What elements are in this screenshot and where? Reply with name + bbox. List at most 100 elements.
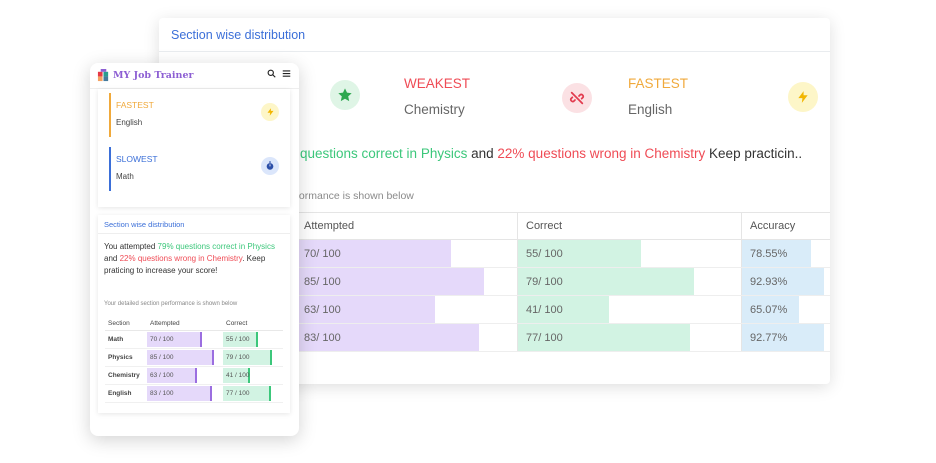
- progress-marker: [194, 368, 197, 383]
- mobile-slowest-value: Math: [116, 172, 134, 181]
- progress-marker: [210, 386, 213, 401]
- progress-marker: [256, 332, 258, 347]
- table-row: Chemistry 63 / 100 41 / 100: [105, 367, 283, 385]
- progress-marker: [211, 350, 214, 365]
- section-name: Physics: [108, 354, 133, 361]
- attempted-cell: 83/ 100: [296, 324, 518, 351]
- weakest-value: Chemistry: [404, 102, 465, 117]
- search-icon[interactable]: [267, 69, 276, 81]
- attempted-cell: 83 / 100: [147, 385, 223, 402]
- progress-fill: [296, 268, 484, 295]
- mobile-fastest: FASTEST English: [109, 93, 279, 137]
- section-name: Chemistry: [108, 372, 140, 379]
- header-section: Section: [108, 320, 130, 327]
- attempted-cell: 70/ 100: [296, 240, 518, 267]
- detail-caption: formance is shown below: [296, 190, 414, 202]
- performance-summary: questions correct in Physics and 22% que…: [300, 146, 803, 161]
- broken-link-icon: [562, 83, 592, 113]
- fastest-label: FASTEST: [628, 76, 689, 91]
- mobile-slowest: SLOWEST Math: [109, 147, 279, 191]
- accuracy-cell: 92.77%: [742, 324, 830, 351]
- section-name: Math: [108, 336, 124, 343]
- correct-cell: 55 / 100: [223, 331, 283, 348]
- progress-fill: [147, 386, 211, 401]
- table-header: Attempted Correct Accuracy: [296, 212, 830, 240]
- header-attempted: Attempted: [296, 213, 518, 239]
- correct-cell: 41 / 100: [223, 367, 283, 384]
- section-table: Attempted Correct Accuracy 70/ 100 55/ 10…: [296, 212, 830, 352]
- progress-fill: [223, 350, 271, 365]
- progress-fill: [223, 368, 248, 383]
- bolt-icon: [788, 82, 818, 112]
- mobile-section-card: Section wise distribution You attempted …: [98, 215, 290, 413]
- stopwatch-icon: [261, 157, 279, 175]
- attempted-cell: 85 / 100: [147, 349, 223, 366]
- attempted-cell: 85/ 100: [296, 268, 518, 295]
- progress-fill: [518, 296, 610, 323]
- progress-marker: [270, 350, 273, 365]
- progress-marker: [269, 386, 272, 401]
- table-row: 85/ 100 79/ 100 92.93%: [296, 268, 830, 296]
- mobile-performance-summary: You attempted 79% questions correct in P…: [104, 242, 275, 275]
- accuracy-cell: 65.07%: [742, 296, 830, 323]
- mobile-dashboard-card: MY Job Trainer FASTEST English SLOWEST M…: [90, 63, 299, 436]
- star-icon: [330, 80, 360, 110]
- mobile-table-header: Section Attempted Correct: [105, 317, 283, 331]
- correct-cell: 79/ 100: [518, 268, 742, 295]
- table-row: 83/ 100 77/ 100 92.77%: [296, 324, 830, 352]
- table-row: English 83 / 100 77 / 100: [105, 385, 283, 403]
- table-row: 70/ 100 55/ 100 78.55%: [296, 240, 830, 268]
- correct-cell: 79 / 100: [223, 349, 283, 366]
- progress-marker: [200, 332, 203, 347]
- correct-cell: 77/ 100: [518, 324, 742, 351]
- section-title: Section wise distribution: [171, 27, 306, 42]
- progress-fill: [742, 240, 812, 267]
- progress-fill: [296, 324, 480, 351]
- accuracy-cell: 92.93%: [742, 268, 830, 295]
- mobile-slowest-label: SLOWEST: [116, 154, 158, 164]
- bolt-icon: [261, 103, 279, 121]
- progress-fill: [296, 296, 436, 323]
- progress-fill: [223, 386, 270, 401]
- logo-text: MY Job Trainer: [113, 70, 194, 81]
- attempted-cell: 63 / 100: [147, 367, 223, 384]
- attempted-cell: 70 / 100: [147, 331, 223, 348]
- menu-icon[interactable]: [282, 69, 291, 81]
- table-row: Math 70 / 100 55 / 100: [105, 331, 283, 349]
- header-accuracy: Accuracy: [750, 220, 796, 232]
- progress-marker: [247, 368, 250, 383]
- progress-fill: [147, 332, 201, 347]
- mobile-detail-caption: Your detailed section performance is sho…: [104, 301, 238, 307]
- mobile-section-title: Section wise distribution: [104, 220, 185, 229]
- table-row: Physics 85 / 100 79 / 100: [105, 349, 283, 367]
- progress-fill: [518, 268, 695, 295]
- header-correct: Correct: [226, 320, 248, 327]
- progress-fill: [147, 368, 195, 383]
- header-correct: Correct: [518, 213, 742, 239]
- logo-cube-icon: [97, 69, 109, 82]
- section-name: English: [108, 390, 132, 397]
- progress-fill: [742, 324, 824, 351]
- header-attempted: Attempted: [150, 320, 180, 327]
- progress-fill: [518, 240, 641, 267]
- progress-fill: [742, 296, 800, 323]
- progress-fill: [742, 268, 824, 295]
- fastest-value: English: [628, 102, 673, 117]
- accuracy-cell: 78.55%: [742, 240, 830, 267]
- table-row: 63/ 100 41/ 100 65.07%: [296, 296, 830, 324]
- app-logo[interactable]: MY Job Trainer: [97, 69, 194, 82]
- progress-fill: [223, 332, 256, 347]
- mobile-fastest-label: FASTEST: [116, 100, 154, 110]
- mobile-stats-card: FASTEST English SLOWEST Math: [98, 89, 290, 207]
- correct-cell: 41/ 100: [518, 296, 742, 323]
- weakest-label: WEAKEST: [404, 76, 471, 91]
- mobile-header: MY Job Trainer: [90, 63, 299, 89]
- progress-fill: [296, 240, 451, 267]
- section-header: Section wise distribution: [159, 18, 830, 52]
- progress-fill: [147, 350, 212, 365]
- correct-cell: 55/ 100: [518, 240, 742, 267]
- correct-cell: 77 / 100: [223, 385, 283, 402]
- attempted-cell: 63/ 100: [296, 296, 518, 323]
- mobile-fastest-value: English: [116, 118, 143, 127]
- progress-fill: [518, 324, 690, 351]
